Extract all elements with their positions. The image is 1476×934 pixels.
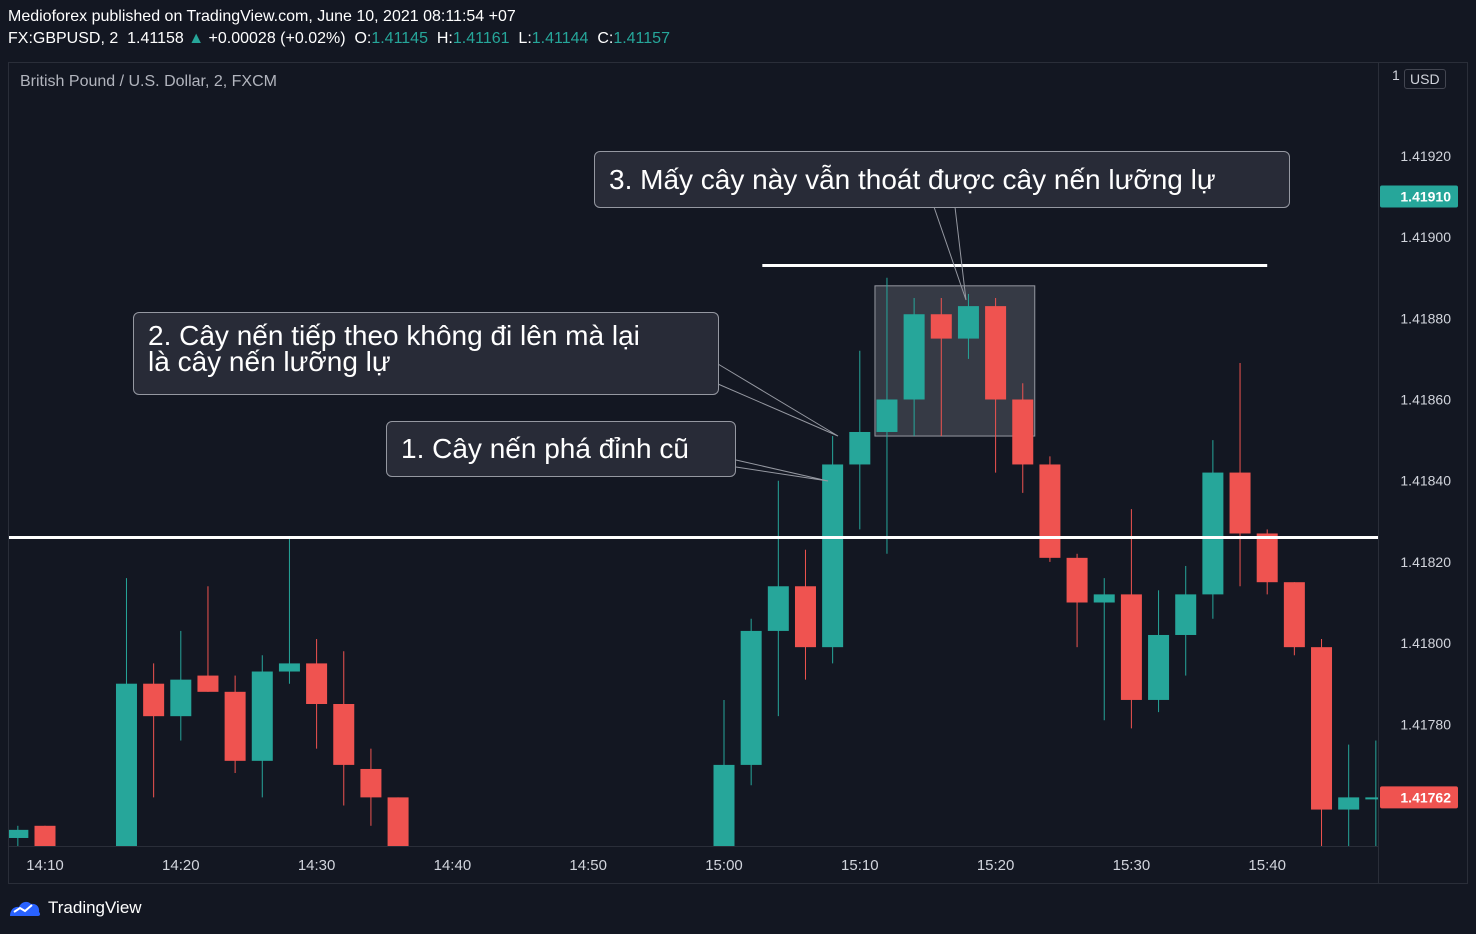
callout-1: 1. Cây nến phá đỉnh cũ [386,421,736,477]
candle-body-30 [1175,594,1197,635]
highlight-box [874,285,1036,437]
candle-body-8 [278,663,300,672]
candle-body-25 [1039,464,1061,558]
y-tick-label-3: 1.41860 [1400,392,1451,408]
time-axis-divider [8,846,1378,847]
callout-3-text: 3. Mấy cây này vẫn thoát được cây nến lư… [609,164,1216,195]
candle-body-17 [822,464,844,648]
y-tick-label-1: 1.41900 [1400,229,1451,245]
candle-body-27 [1093,594,1115,603]
symbol-line: FX:GBPUSD, 2 1.41158 ▲ +0.00028 (+0.02%)… [8,28,670,50]
callout-2: 2. Cây nến tiếp theo không đi lên mà lại… [133,312,719,395]
candle-body-1 [34,825,56,846]
open-label: O: [354,30,372,47]
chart-title: British Pound / U.S. Dollar, 2, FXCM [20,73,277,90]
candle-body-36 [1338,797,1360,810]
low-value: 1.41144 [531,30,589,47]
x-tick-label-6: 15:10 [841,857,879,874]
x-tick-label-2: 14:30 [298,857,336,874]
close-value: 1.41157 [613,30,670,47]
high-value: 1.41161 [452,30,510,47]
candle-body-10 [333,704,355,765]
x-tick-label-5: 15:00 [705,857,743,874]
y-tick-label-top: 1 [1392,67,1400,83]
symbol: FX:GBPUSD, 2 [8,30,119,47]
candle-body-33 [1256,533,1278,583]
candle-body-18 [849,431,871,465]
y-tick-label-7: 1.41780 [1400,716,1451,732]
currency-badge[interactable]: USD [1404,69,1446,89]
candle-body-6 [224,691,246,761]
candle-body-29 [1148,634,1170,700]
x-tick-label-0: 14:10 [26,857,64,874]
x-tick-label-7: 15:20 [977,857,1015,874]
price-tag-label-0: 1.41910 [1400,189,1451,205]
brand-name: TradingView [48,898,142,917]
candle-body-22 [957,306,979,339]
candle-body-14 [740,630,762,765]
candle-body-3 [143,683,165,717]
price-tag-0 [1380,185,1458,208]
x-tick-label-8: 15:30 [1113,857,1151,874]
candle-body-11 [360,768,382,798]
candle-body-9 [306,663,328,704]
candle-body-35 [1311,647,1333,810]
candle-body-34 [1283,582,1305,648]
candle-body-16 [794,586,816,648]
high-label: H: [436,30,453,47]
candle-body-13 [713,764,735,846]
callout-2-line-1: 2. Cây nến tiếp theo không đi lên mà lại [148,320,640,351]
price-change: +0.00028 (+0.02%) [208,30,346,47]
tradingview-logo-icon [10,901,41,916]
candle-body-12 [387,797,409,846]
candle-body-31 [1202,472,1224,595]
y-tick-label-2: 1.41880 [1400,310,1451,326]
candle-body-19 [876,399,898,432]
low-label: L: [518,30,532,47]
callout-1-pointer [735,459,829,482]
candle-body-21 [930,314,952,339]
x-tick-label-3: 14:40 [434,857,472,874]
candle-body-15 [767,586,789,631]
y-tick-label-6: 1.41800 [1400,635,1451,651]
x-tick-label-9: 15:40 [1248,857,1286,874]
y-tick-label-0: 1.41920 [1400,148,1451,164]
x-tick-label-1: 14:20 [162,857,200,874]
publisher-line: Medioforex published on TradingView.com,… [8,8,516,25]
candle-body-28 [1120,594,1142,700]
y-tick-label-4: 1.41840 [1400,473,1451,489]
plot-area [9,277,1378,846]
y-tick-label-5: 1.41820 [1400,554,1451,570]
open-value: 1.41145 [371,30,428,47]
callout-3: 3. Mấy cây này vẫn thoát được cây nến lư… [594,151,1290,208]
candle-body-32 [1229,472,1251,534]
candle-body-0 [9,829,29,838]
callout-2-pointer [717,363,839,437]
candle-body-26 [1066,557,1088,603]
candle-body-37 [1365,797,1378,800]
callout-2-line-2: là cây nến lưỡng lự [148,346,391,377]
last-price: 1.41158 [127,30,184,47]
candle-body-20 [903,314,925,400]
price-tag-label-1: 1.41762 [1400,789,1451,805]
chart-header: Medioforex published on TradingView.com,… [8,6,670,50]
close-label: C: [597,30,614,47]
callout-3-pointer [933,206,967,301]
x-tick-label-4: 14:50 [569,857,607,874]
callout-1-text: 1. Cây nến phá đỉnh cũ [401,433,689,464]
candle-body-23 [985,306,1007,400]
candle-body-2 [115,683,137,846]
footer-brand[interactable]: TradingView [8,898,142,918]
price-axis-divider [1378,62,1379,884]
candle-body-5 [197,675,219,692]
candle-body-7 [251,671,273,761]
candle-body-4 [170,679,192,717]
change-arrow-icon: ▲ [188,30,205,47]
candle-body-24 [1012,399,1034,465]
price-tag-1 [1380,786,1458,809]
